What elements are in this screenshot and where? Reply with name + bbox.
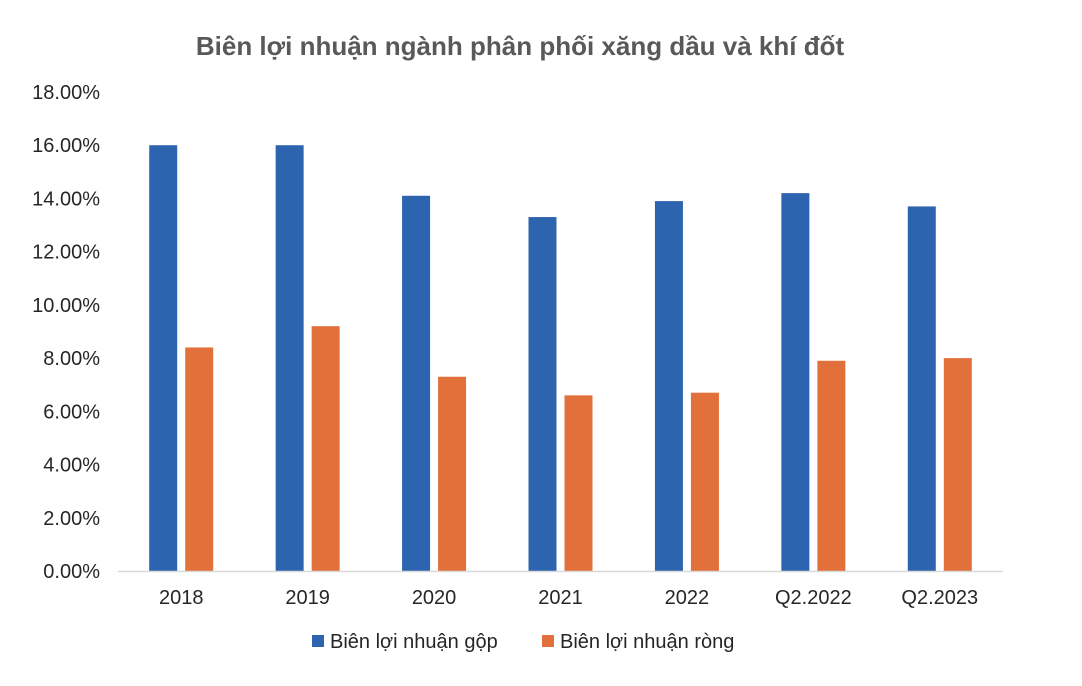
y-tick-label: 4.00%	[43, 455, 100, 477]
y-tick-label: 18.00%	[32, 82, 100, 104]
legend-swatch	[312, 635, 324, 647]
bar-gross-2018	[149, 145, 178, 571]
bar-gross-q2-2022	[781, 193, 810, 571]
bar-net-2018	[185, 347, 214, 571]
y-tick-label: 12.00%	[32, 242, 100, 264]
bar-gross-2019	[275, 145, 304, 571]
legend: Biên lợi nhuận gộp Biên lợi nhuận ròng	[312, 631, 734, 653]
x-tick-label: Q2.2023	[901, 587, 978, 609]
bar-net-q2-2023	[943, 358, 972, 571]
legend-label: Biên lợi nhuận gộp	[330, 631, 498, 653]
bars	[149, 145, 972, 572]
x-axis: 2018 2019 2020 2021 2022 Q2.2022 Q2.2023	[118, 570, 1003, 609]
x-tick-label: 2022	[665, 587, 710, 609]
bar-gross-2021	[528, 217, 557, 572]
bar-net-2021	[564, 395, 593, 571]
bar-gross-q2-2023	[907, 206, 936, 571]
y-tick-label: 8.00%	[43, 348, 100, 370]
y-tick-label: 16.00%	[32, 135, 100, 157]
x-tick-label: 2020	[412, 587, 457, 609]
x-tick-label: 2018	[159, 587, 204, 609]
x-tick-label: 2019	[285, 587, 330, 609]
x-tick-label: 2021	[538, 587, 583, 609]
bar-net-q2-2022	[817, 360, 846, 571]
legend-label: Biên lợi nhuận ròng	[560, 631, 734, 653]
bar-net-2019	[311, 326, 340, 571]
x-tick-label: Q2.2022	[775, 587, 852, 609]
bar-net-2020	[438, 376, 467, 571]
chart-title: Biên lợi nhuận ngành phân phối xăng dầu …	[196, 31, 845, 61]
bar-gross-2022	[654, 201, 683, 571]
y-tick-label: 10.00%	[32, 295, 100, 317]
y-axis: 0.00% 2.00% 4.00% 6.00% 8.00% 10.00% 12.00% 14.…	[32, 82, 100, 583]
legend-swatch	[542, 635, 554, 647]
bar-gross-2020	[402, 195, 431, 572]
y-tick-label: 14.00%	[32, 188, 100, 210]
bar-net-2022	[690, 392, 719, 571]
y-tick-label: 2.00%	[43, 508, 100, 530]
y-tick-label: 0.00%	[43, 561, 100, 583]
y-tick-label: 6.00%	[43, 401, 100, 423]
